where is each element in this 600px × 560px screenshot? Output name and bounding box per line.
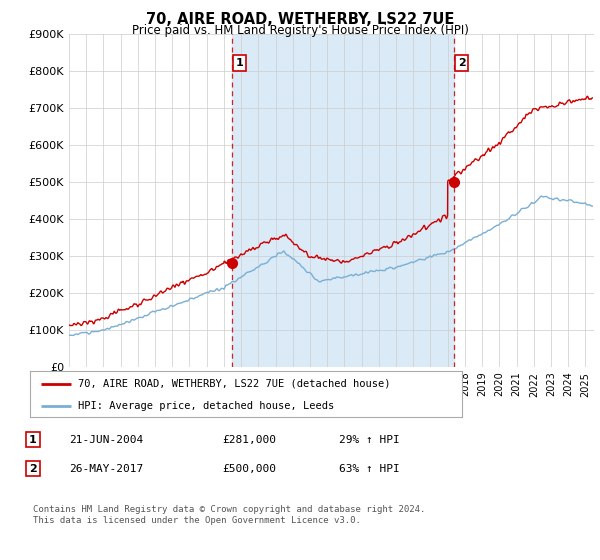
Text: 70, AIRE ROAD, WETHERBY, LS22 7UE: 70, AIRE ROAD, WETHERBY, LS22 7UE bbox=[146, 12, 454, 27]
Text: 63% ↑ HPI: 63% ↑ HPI bbox=[339, 464, 400, 474]
Text: 1: 1 bbox=[235, 58, 243, 68]
Text: HPI: Average price, detached house, Leeds: HPI: Average price, detached house, Leed… bbox=[77, 400, 334, 410]
Text: 70, AIRE ROAD, WETHERBY, LS22 7UE (detached house): 70, AIRE ROAD, WETHERBY, LS22 7UE (detac… bbox=[77, 379, 390, 389]
Text: 21-JUN-2004: 21-JUN-2004 bbox=[69, 435, 143, 445]
Text: Price paid vs. HM Land Registry's House Price Index (HPI): Price paid vs. HM Land Registry's House … bbox=[131, 24, 469, 36]
Text: 29% ↑ HPI: 29% ↑ HPI bbox=[339, 435, 400, 445]
Text: 26-MAY-2017: 26-MAY-2017 bbox=[69, 464, 143, 474]
Bar bbox=[232, 34, 454, 367]
Text: 2: 2 bbox=[458, 58, 466, 68]
Text: 2: 2 bbox=[29, 464, 37, 474]
Text: 1: 1 bbox=[29, 435, 37, 445]
Text: £281,000: £281,000 bbox=[222, 435, 276, 445]
Text: Contains HM Land Registry data © Crown copyright and database right 2024.
This d: Contains HM Land Registry data © Crown c… bbox=[33, 505, 425, 525]
Text: £500,000: £500,000 bbox=[222, 464, 276, 474]
